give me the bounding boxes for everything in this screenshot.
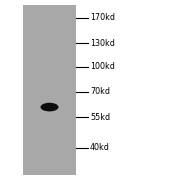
Text: 130kd: 130kd — [90, 39, 115, 48]
Ellipse shape — [40, 103, 58, 111]
Text: 55kd: 55kd — [90, 112, 110, 122]
Text: 100kd: 100kd — [90, 62, 115, 71]
Text: 170kd: 170kd — [90, 14, 115, 22]
Text: 70kd: 70kd — [90, 87, 110, 96]
Text: 40kd: 40kd — [90, 143, 110, 152]
Bar — [23, 5, 76, 175]
